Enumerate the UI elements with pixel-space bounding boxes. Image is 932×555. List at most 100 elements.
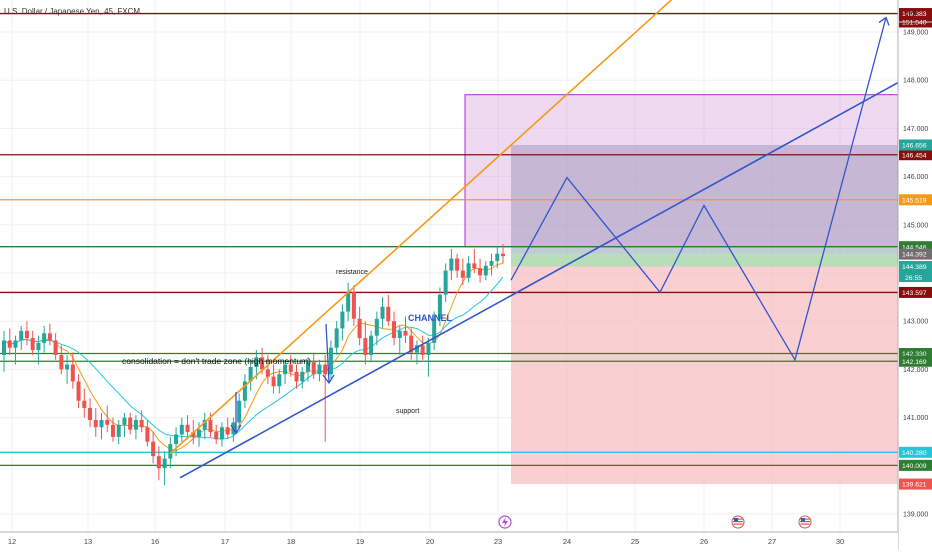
countdown-label: 26:55 xyxy=(905,275,922,282)
candle-body xyxy=(420,345,425,355)
candle-body xyxy=(380,306,385,319)
price-badge-label: 142.169 xyxy=(902,359,927,366)
candle-body xyxy=(489,260,494,266)
candle-body xyxy=(139,420,144,428)
price-projection-path[interactable] xyxy=(510,17,887,362)
candle-body xyxy=(357,318,362,339)
candle-body xyxy=(208,420,213,433)
countdown-badge xyxy=(899,271,932,282)
candle-body xyxy=(19,330,24,341)
time-tick-label: 20 xyxy=(426,537,434,546)
price-badges: 151.540 149.383 146.454 145.519 144.546 143.5… xyxy=(899,8,932,490)
price-badge-label: 144.392 xyxy=(902,252,927,259)
candle-body xyxy=(168,444,173,459)
orange-channel-line[interactable] xyxy=(169,0,785,455)
price-badge xyxy=(899,149,932,161)
candle-body xyxy=(328,347,333,375)
candle-body xyxy=(219,427,224,440)
stop-loss-zone xyxy=(511,266,898,485)
price-tick-label: 141.000 xyxy=(903,415,928,422)
price-badge-label: 144.389 xyxy=(902,264,927,271)
us-flag-event-icon[interactable] xyxy=(798,515,812,529)
price-badge xyxy=(899,248,932,260)
candle-body xyxy=(294,371,299,382)
candle-body xyxy=(449,258,454,271)
candle-body xyxy=(432,318,437,343)
price-badge-label: 139.621 xyxy=(902,482,927,489)
price-badge xyxy=(899,8,932,20)
price-badge xyxy=(899,478,932,490)
annotations: resistance CHANNEL consolidation = don't… xyxy=(122,269,453,415)
consolidation-label: consolidation = don't trade zone (high m… xyxy=(122,356,311,366)
candle-body xyxy=(93,420,98,428)
price-badge xyxy=(899,139,932,151)
candle-body xyxy=(7,340,12,348)
candle-body xyxy=(42,333,47,343)
currency-label: JPY xyxy=(905,8,919,17)
resistance-label: resistance xyxy=(336,269,368,276)
time-tick-label: 18 xyxy=(287,537,295,546)
time-axis-panel[interactable] xyxy=(0,532,898,550)
candle-body xyxy=(351,292,356,319)
event-markers xyxy=(498,515,812,529)
candle-body xyxy=(472,263,477,269)
candle-body xyxy=(500,253,506,257)
candle-body xyxy=(300,371,305,382)
symbol-title: U.S. Dollar / Japanese Yen, 45, FXCM xyxy=(4,7,140,16)
candle-body xyxy=(174,434,179,445)
candle-body xyxy=(483,265,488,276)
candle-body xyxy=(145,427,150,442)
candlesticks xyxy=(1,244,506,486)
candle-body xyxy=(179,424,184,435)
candle-body xyxy=(133,420,138,430)
candle-body xyxy=(277,374,282,387)
blue-trend-line[interactable] xyxy=(179,81,899,479)
price-badge-label: 142.330 xyxy=(902,351,927,358)
price-badge-label: 146.454 xyxy=(902,152,927,159)
candle-body xyxy=(110,424,115,437)
time-tick-label: 26 xyxy=(700,537,708,546)
candle-body xyxy=(397,330,402,339)
price-tick-label: 143.000 xyxy=(903,319,928,326)
price-lines xyxy=(0,12,898,467)
time-tick-label: 13 xyxy=(84,537,92,546)
price-tick-label: 142.000 xyxy=(903,367,928,374)
channel-label: CHANNEL xyxy=(408,313,453,323)
candle-body xyxy=(305,362,310,372)
price-tick-label: 149.000 xyxy=(903,30,928,37)
moving-averages xyxy=(3,262,504,452)
down-arrow-1 xyxy=(230,392,242,435)
resistance-box xyxy=(464,94,899,248)
price-badge-label: 146.656 xyxy=(902,143,927,150)
candle-body xyxy=(116,424,121,437)
candle-body xyxy=(346,292,351,312)
us-flag-event-icon[interactable] xyxy=(731,515,745,529)
candle-body xyxy=(65,364,70,370)
dividend-event-icon[interactable] xyxy=(498,515,512,529)
candle-body xyxy=(156,456,161,469)
candle-body xyxy=(185,424,190,433)
candle-body xyxy=(53,340,58,355)
projection-arrowhead xyxy=(878,16,890,26)
candle-body xyxy=(36,342,41,351)
candle-body xyxy=(466,263,471,278)
time-tick-label: 19 xyxy=(356,537,364,546)
candle-body xyxy=(334,328,339,348)
candle-body xyxy=(495,253,500,261)
candle-body xyxy=(254,357,259,367)
price-badge xyxy=(899,347,932,359)
candle-body xyxy=(392,321,397,339)
support-label: support xyxy=(396,408,419,415)
price-tick-label: 146.000 xyxy=(903,174,928,181)
time-tick-label: 24 xyxy=(563,537,571,546)
candle-body xyxy=(82,400,87,408)
candle-body xyxy=(30,338,35,351)
price-badge xyxy=(899,194,932,206)
candle-body xyxy=(437,294,442,319)
candle-body xyxy=(70,364,75,382)
time-tick-label: 30 xyxy=(836,537,844,546)
candle-body xyxy=(386,306,391,322)
candle-body xyxy=(460,270,465,278)
